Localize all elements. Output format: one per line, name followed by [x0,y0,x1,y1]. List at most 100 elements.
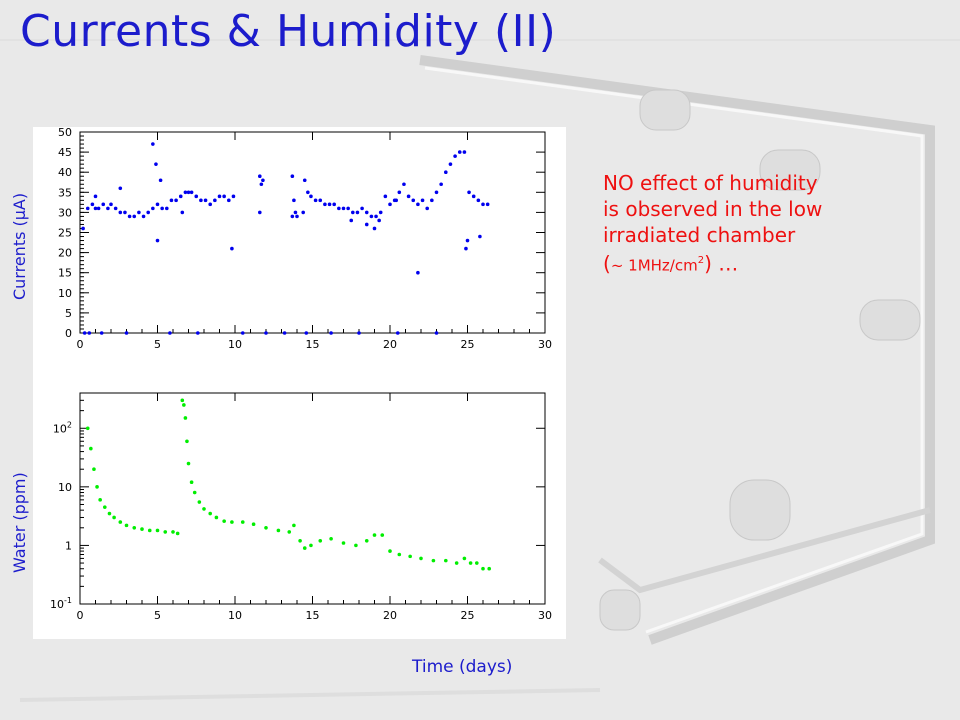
data-point [430,198,434,203]
data-point [118,210,123,215]
data-point [92,467,96,472]
x-tick-label: 10 [228,338,242,351]
data-point [222,519,226,523]
data-point [208,202,212,207]
data-point [132,525,137,530]
data-point [146,210,150,215]
data-point [397,190,402,195]
data-point [309,543,313,548]
y-tick-label: 30 [58,206,72,219]
data-point [98,498,102,502]
data-point [222,194,226,199]
x-tick-label: 0 [77,609,84,622]
data-point [203,198,208,203]
data-point [306,190,310,195]
data-point [258,210,262,215]
y-tick-label: 10-1 [50,596,72,611]
data-point [230,520,234,524]
data-point [199,198,203,203]
data-point [196,331,200,335]
data-point [364,538,369,543]
data-point [230,246,234,251]
y-tick-label: 40 [58,166,72,179]
water-chart: 0 5 10 15 20 25 30 10-1 1 10 102 [50,392,552,622]
data-point [160,206,164,211]
data-point [465,238,470,243]
y-tick-label: 0 [65,327,72,340]
data-point [137,210,141,215]
plots: 0 5 10 15 20 25 30 0 5 10 15 20 25 30 35 40 45 50 0 5 10 15 2… [50,127,552,622]
data-point [302,546,307,550]
annotation-line-2: is observed in the low [603,197,823,221]
data-point [360,206,364,211]
annotation-line-3: irradiated chamber [603,223,796,247]
data-point [147,528,152,533]
data-point [93,206,98,211]
data-point [380,533,385,537]
x-tick-label: 15 [306,338,320,351]
data-point [208,511,212,516]
data-point [180,210,185,215]
data-point [185,439,189,444]
data-point [309,194,313,199]
data-point [420,198,425,203]
data-point [468,561,473,565]
data-point [118,520,123,524]
data-point [402,182,406,187]
data-point [329,536,333,541]
data-point [124,523,129,528]
data-point [194,194,199,199]
data-point [292,523,296,528]
data-point [189,480,194,485]
x-tick-label: 5 [154,338,161,351]
data-point [155,202,160,207]
data-point [372,226,377,231]
data-point [485,202,490,207]
currents-axis-label: Currents (μA) [10,192,29,300]
data-point [85,206,90,211]
data-point [467,190,471,195]
y-tick-label: 15 [58,267,72,280]
data-point [471,194,476,199]
x-tick-label: 30 [538,338,552,351]
data-point [444,170,448,174]
y-tick-label: 10 [58,287,72,300]
data-point [444,558,448,563]
data-point [408,554,412,559]
data-point [82,331,87,335]
data-point [301,210,306,215]
data-point [419,556,423,561]
annotation-line-1: NO effect of humidity [603,171,818,195]
annotation-exponent: 2 [697,255,705,266]
data-point [175,531,180,536]
x-tick-label: 25 [461,338,475,351]
annotation-text: NO effect of humidity is observed in the… [603,170,923,279]
plot-frame [79,392,546,605]
data-point [96,206,101,211]
data-point [197,500,202,504]
data-point [85,426,90,431]
data-point [90,202,95,207]
data-point [475,561,479,565]
data-point [355,210,360,215]
data-point [357,331,361,335]
data-point [180,398,185,403]
data-point [101,202,106,207]
data-point [313,198,318,203]
data-point [372,533,377,537]
y-tick-label: 1 [65,539,72,552]
data-point [99,331,104,335]
data-point [354,543,358,548]
data-point [192,490,197,495]
y-tick-label: 50 [58,127,72,139]
data-point [261,178,265,183]
data-point [394,198,399,203]
data-point [127,214,132,219]
data-point [290,214,295,219]
data-point [416,270,420,275]
data-point [481,566,485,571]
data-point [287,530,292,534]
data-point [377,218,381,223]
data-point [158,178,163,183]
data-point [478,234,482,239]
